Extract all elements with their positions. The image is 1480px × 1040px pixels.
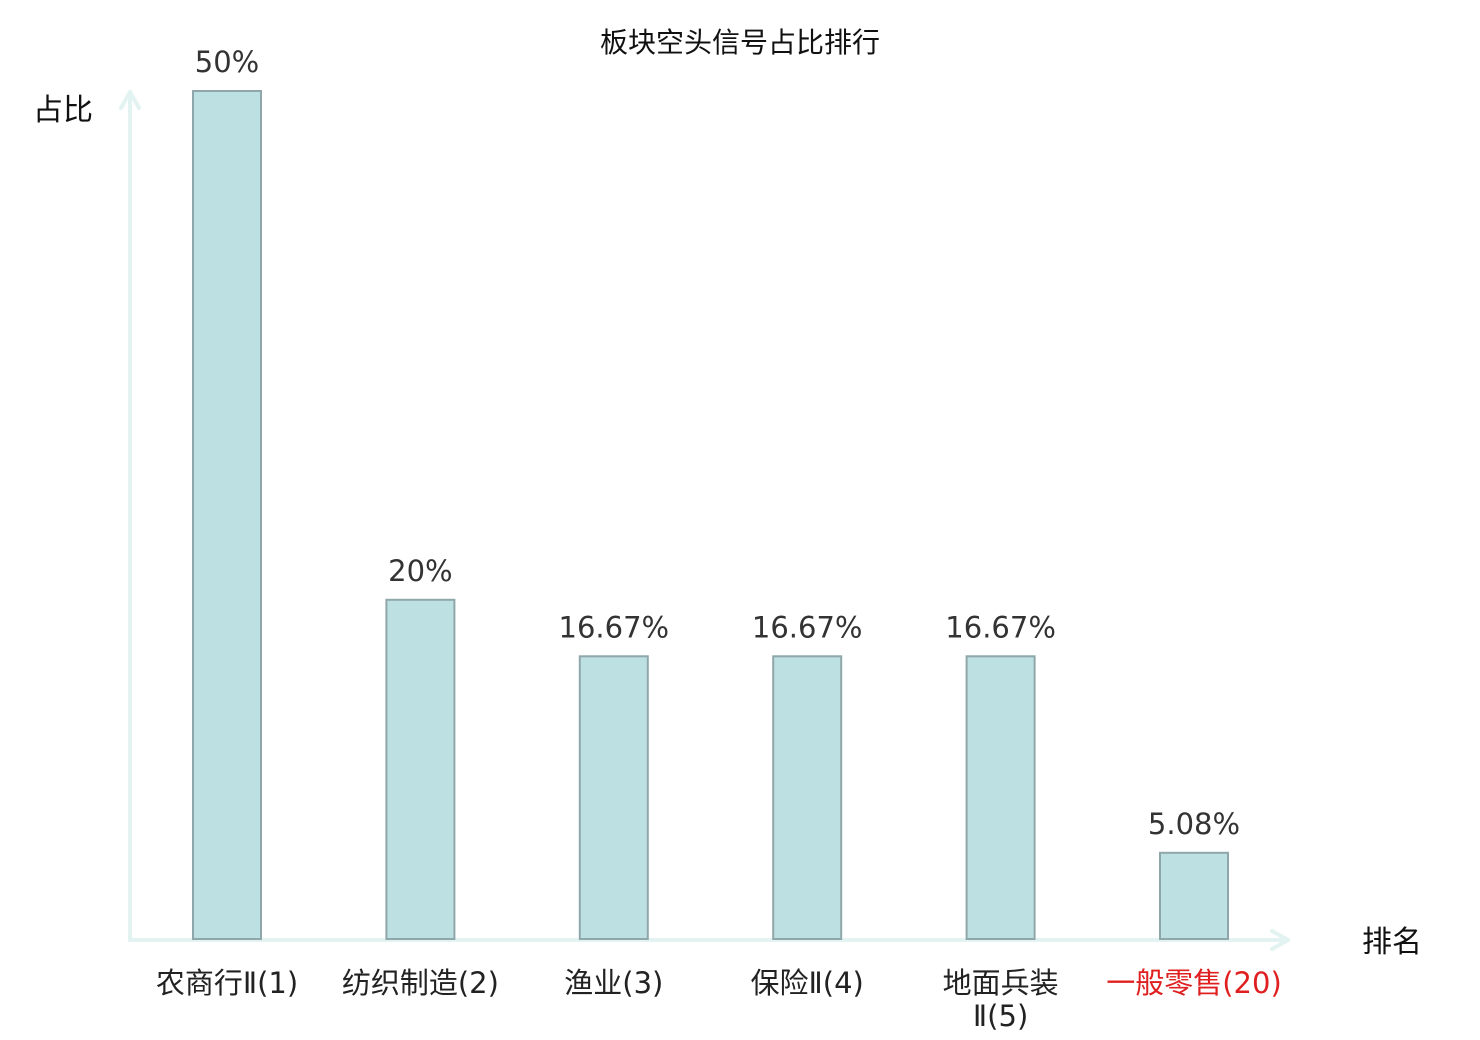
category-label-line: Ⅱ(5) (973, 999, 1028, 1033)
y-axis-arrow (119, 90, 141, 110)
bar (772, 655, 843, 940)
bar (192, 90, 262, 940)
bar-value-label: 5.08% (1148, 807, 1240, 841)
category-label-line: 纺织制造(2) (342, 966, 499, 1000)
bar-value-label: 16.67% (559, 610, 670, 644)
bar (578, 655, 649, 940)
x-axis-arrow (1270, 929, 1290, 951)
category-label: 纺织制造(2) (342, 966, 499, 1000)
category-label-line: 一般零售(20) (1106, 966, 1282, 1000)
bar (965, 655, 1036, 940)
category-label-line: 保险Ⅱ(4) (751, 966, 864, 1000)
category-label-line: 渔业(3) (564, 966, 663, 1000)
x-axis-label: 排名 (1362, 925, 1422, 960)
y-axis-label: 占比 (33, 93, 93, 128)
x-axis (128, 929, 1290, 951)
category-label: 渔业(3) (564, 966, 663, 1000)
category-label-line: 地面兵装 (943, 966, 1059, 1000)
bar (385, 598, 456, 940)
bar-series (192, 90, 1229, 940)
category-label: 地面兵装 Ⅱ(5) (943, 966, 1059, 1033)
bar-value-label: 16.67% (945, 610, 1056, 644)
value-labels: 50% 20% 16.67% 16.67% 16.67% 5.08% (195, 45, 1240, 841)
y-axis (119, 90, 141, 942)
bar-value-label: 16.67% (752, 610, 863, 644)
category-label: 保险Ⅱ(4) (751, 966, 864, 1000)
bar-value-label: 50% (195, 45, 259, 79)
chart-title: 板块空头信号占比排行 (600, 26, 880, 59)
bar-value-label: 20% (388, 554, 452, 588)
category-labels: 农商行Ⅱ(1) 纺织制造(2) 渔业(3) 保险Ⅱ(4) 地面兵装 Ⅱ(5) 一般零售(20… (156, 966, 1282, 1033)
category-label: 农商行Ⅱ(1) (156, 966, 298, 1000)
category-label-line: 农商行Ⅱ(1) (156, 966, 298, 1000)
bar (1159, 851, 1229, 940)
category-label: 一般零售(20) (1106, 966, 1282, 1000)
